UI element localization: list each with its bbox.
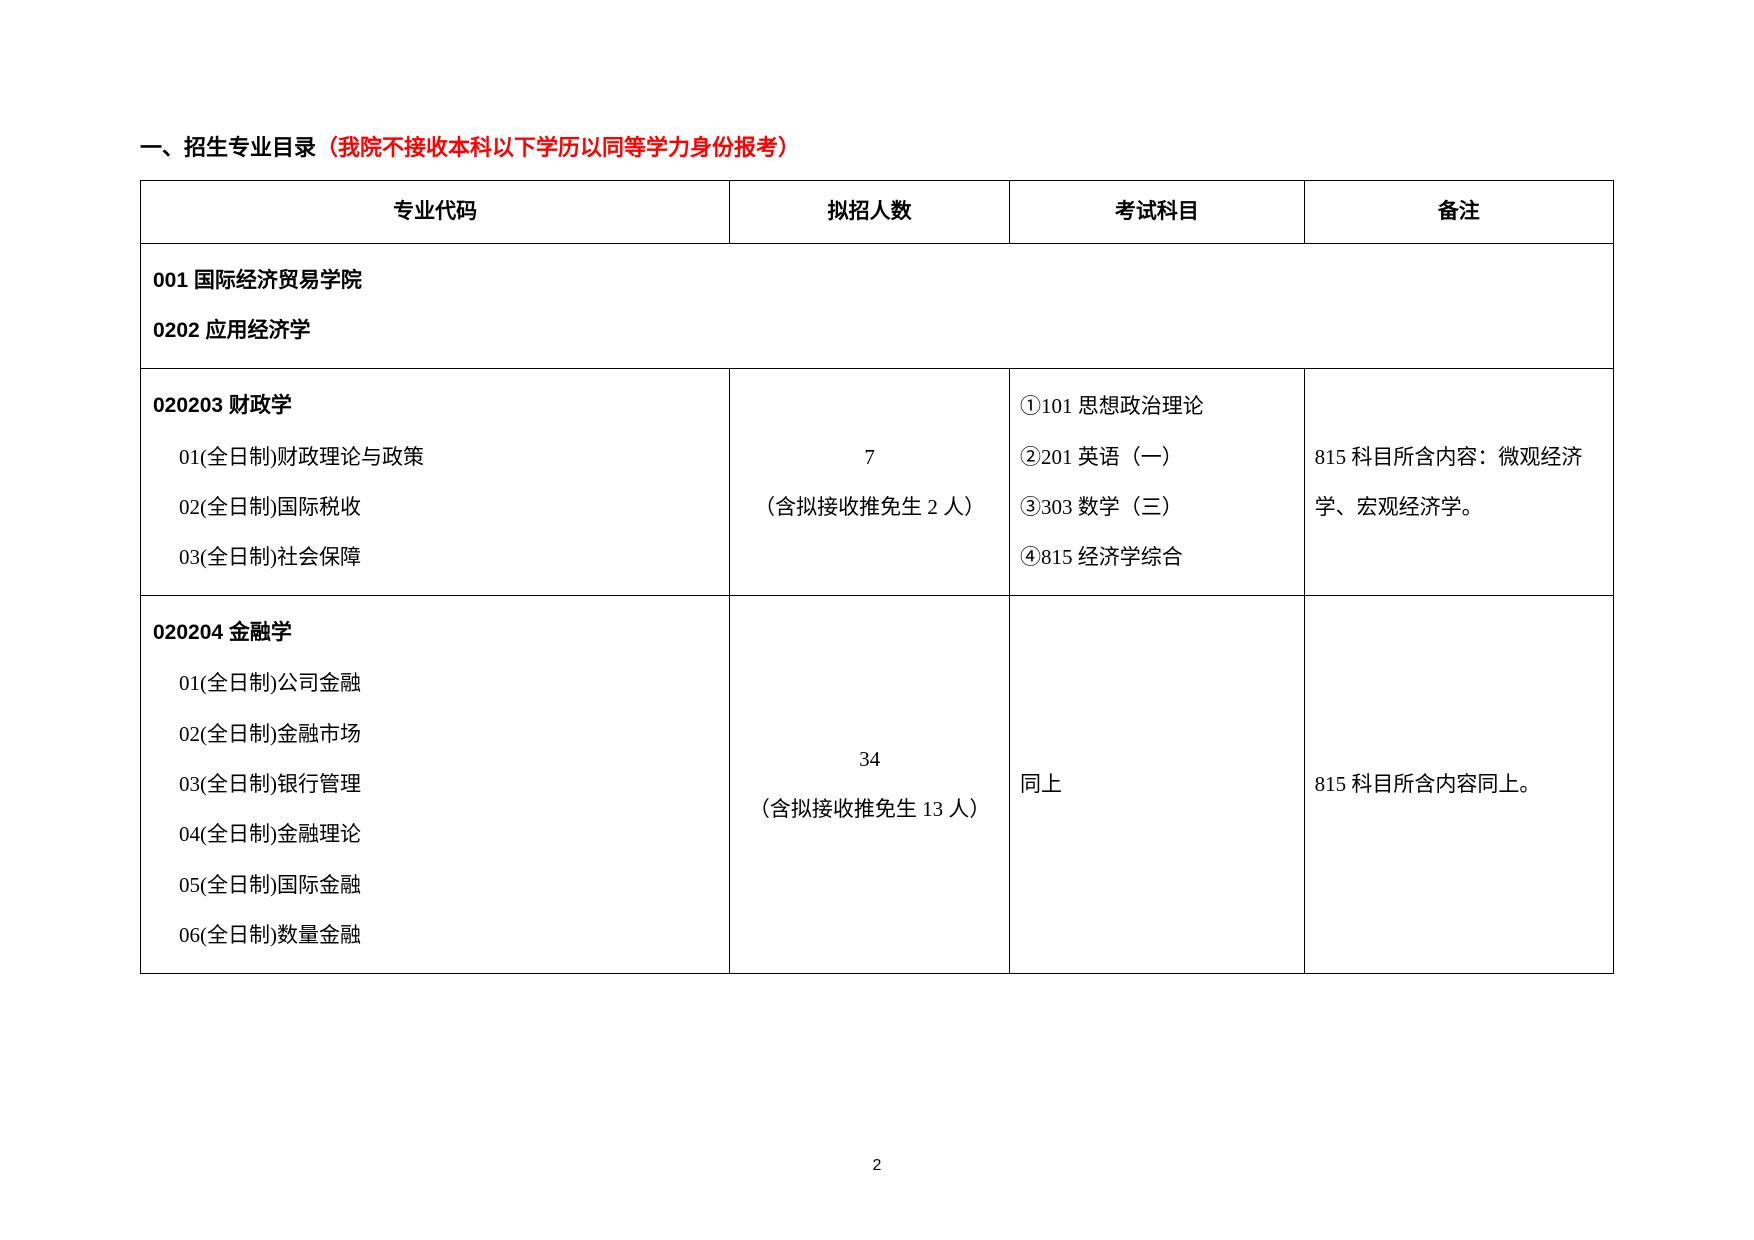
header-quota: 拟招人数 (730, 181, 1010, 244)
direction-item: 02(全日制)金融市场 (153, 709, 717, 759)
header-major: 专业代码 (141, 181, 730, 244)
major-title: 020203 财政学 (153, 381, 717, 431)
heading-highlight: （我院不接收本科以下学历以同等学力身份报考） (316, 135, 800, 160)
direction-item: 03(全日制)银行管理 (153, 759, 717, 809)
school-name: 001 国际经济贸易学院 (153, 256, 1601, 306)
table-row: 020204 金融学 01(全日制)公司金融 02(全日制)金融市场 03(全日… (141, 595, 1614, 973)
quota-main: 7 (740, 432, 999, 482)
quota-sub: （含拟接收推免生 13 人） (740, 784, 999, 834)
direction-item: 04(全日制)金融理论 (153, 809, 717, 859)
subjects-cell: ①101 思想政治理论 ②201 英语（一） ③303 数学（三） ④815 经… (1010, 369, 1305, 596)
direction-item: 01(全日制)财政理论与政策 (153, 432, 717, 482)
direction-item: 05(全日制)国际金融 (153, 860, 717, 910)
quota-cell: 34 （含拟接收推免生 13 人） (730, 595, 1010, 973)
page-number: 2 (873, 1157, 882, 1175)
quota-main: 34 (740, 734, 999, 784)
header-subjects: 考试科目 (1010, 181, 1305, 244)
subjects-cell: 同上 (1010, 595, 1305, 973)
subject-item: ④815 经济学综合 (1020, 532, 1294, 582)
major-cell: 020204 金融学 01(全日制)公司金融 02(全日制)金融市场 03(全日… (141, 595, 730, 973)
admissions-table: 专业代码 拟招人数 考试科目 备注 001 国际经济贸易学院 0202 应用经济… (140, 180, 1614, 974)
quota-cell: 7 （含拟接收推免生 2 人） (730, 369, 1010, 596)
section-heading: 一、招生专业目录（我院不接收本科以下学历以同等学力身份报考） (140, 130, 1614, 162)
direction-item: 06(全日制)数量金融 (153, 910, 717, 960)
heading-prefix: 一、招生专业目录 (140, 135, 316, 160)
notes-cell: 815 科目所含内容同上。 (1304, 595, 1613, 973)
quota-sub: （含拟接收推免生 2 人） (740, 482, 999, 532)
major-title: 020204 金融学 (153, 608, 717, 658)
major-cell: 020203 财政学 01(全日制)财政理论与政策 02(全日制)国际税收 03… (141, 369, 730, 596)
subject-item: ②201 英语（一） (1020, 432, 1294, 482)
direction-item: 02(全日制)国际税收 (153, 482, 717, 532)
header-notes: 备注 (1304, 181, 1613, 244)
subject-item: ①101 思想政治理论 (1020, 381, 1294, 431)
notes-cell: 815 科目所含内容：微观经济学、宏观经济学。 (1304, 369, 1613, 596)
table-row: 020203 财政学 01(全日制)财政理论与政策 02(全日制)国际税收 03… (141, 369, 1614, 596)
table-header-row: 专业代码 拟招人数 考试科目 备注 (141, 181, 1614, 244)
subject-item: ③303 数学（三） (1020, 482, 1294, 532)
direction-item: 03(全日制)社会保障 (153, 532, 717, 582)
school-discipline-row: 001 国际经济贸易学院 0202 应用经济学 (141, 243, 1614, 369)
direction-item: 01(全日制)公司金融 (153, 658, 717, 708)
discipline-name: 0202 应用经济学 (153, 306, 1601, 356)
